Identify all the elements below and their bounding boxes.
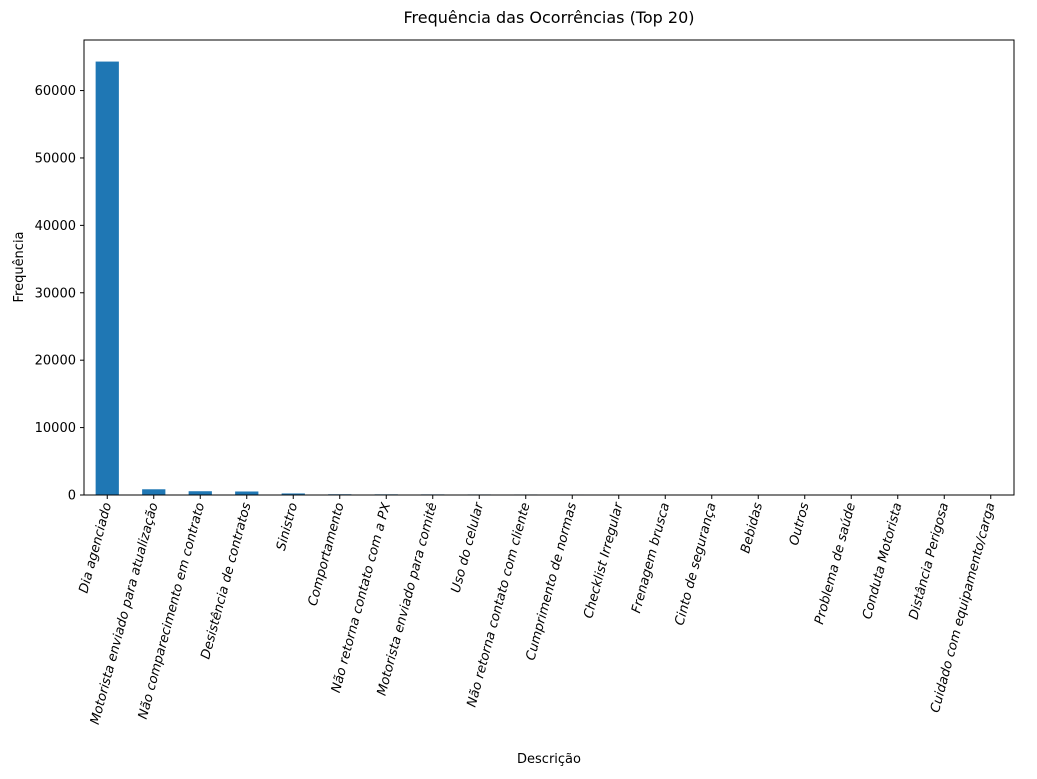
bar xyxy=(142,489,165,495)
x-tick-label: Dia agenciado xyxy=(77,501,116,595)
x-axis-label: Descrição xyxy=(517,752,581,767)
x-tick-label: Conduta Motorista xyxy=(860,501,906,621)
x-tick-label: Outros xyxy=(787,501,813,547)
bars-group xyxy=(96,62,1003,495)
x-tick-label: Frenagem brusca xyxy=(629,501,673,615)
y-axis-label: Frequência xyxy=(12,231,27,302)
x-tick-label: Bebidas xyxy=(738,501,766,555)
plot-frame xyxy=(84,40,1014,495)
x-tick-label: Checklist Irregular xyxy=(581,500,627,621)
x-tick-label: Problema de saúde xyxy=(812,501,859,626)
y-tick-label: 10000 xyxy=(35,421,76,436)
y-tick-label: 40000 xyxy=(35,219,76,234)
x-tick-label: Sinistro xyxy=(274,501,301,552)
bar xyxy=(96,62,119,495)
chart-title: Frequência das Ocorrências (Top 20) xyxy=(404,8,695,27)
bar xyxy=(189,491,212,495)
y-tick-label: 30000 xyxy=(35,286,76,301)
x-tick-label: Uso do celular xyxy=(449,500,488,595)
x-tick-label: Comportamento xyxy=(306,501,348,608)
x-tick-label: Cumprimento de normas xyxy=(524,501,581,662)
y-axis-ticks: 0 10000 20000 30000 40000 50000 60000 xyxy=(35,84,84,503)
x-tick-label: Desistência de contratos xyxy=(198,501,254,661)
y-tick-label: 60000 xyxy=(35,84,76,99)
y-tick-label: 50000 xyxy=(35,151,76,166)
bar xyxy=(235,491,258,495)
y-tick-label: 0 xyxy=(68,489,76,504)
x-tick-label: Cinto de segurança xyxy=(672,501,719,627)
x-tick-label: Distância Perigosa xyxy=(906,501,952,621)
y-tick-label: 20000 xyxy=(35,354,76,369)
